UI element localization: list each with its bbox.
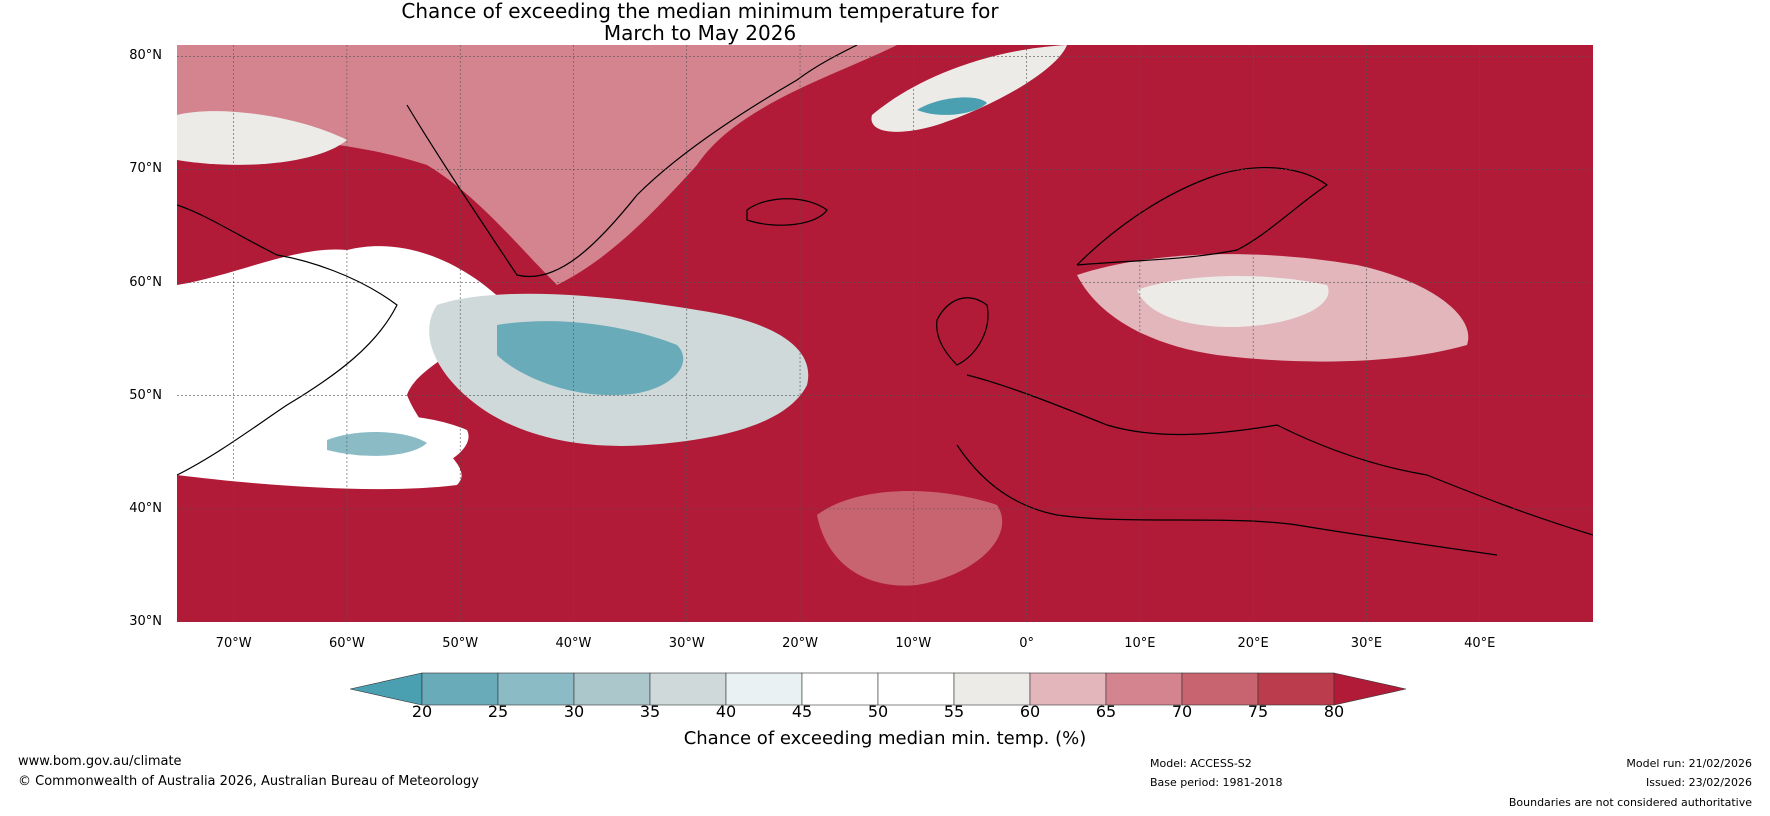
map-canvas <box>177 45 1593 622</box>
footer-copyright: © Commonwealth of Australia 2026, Austra… <box>18 774 479 789</box>
colorbar-segment <box>1257 672 1335 706</box>
colorbar-segment <box>497 672 575 706</box>
region-baltic-core <box>1137 275 1329 328</box>
longitude-label: 40°E <box>1464 636 1496 651</box>
latitude-label: 60°N <box>129 274 162 290</box>
latitude-label: 50°N <box>129 387 162 403</box>
colorbar-segment <box>649 672 727 706</box>
longitude-label: 10°W <box>895 636 932 651</box>
region-greenland-interior <box>177 45 897 285</box>
colorbar-segment <box>1105 672 1183 706</box>
colorbar-segment <box>725 672 803 706</box>
footer-base-period: Base period: 1981-2018 <box>1150 776 1283 789</box>
colorbar-tick-label: 70 <box>1171 702 1193 721</box>
colorbar-min-extension <box>350 672 423 706</box>
footer-model-run: Model run: 21/02/2026 <box>1626 757 1752 770</box>
colorbar <box>350 672 1407 706</box>
colorbar-label: Chance of exceeding median min. temp. (%… <box>683 728 1087 749</box>
colorbar-segment <box>801 672 879 706</box>
coastlines <box>177 45 1593 556</box>
footer-model: Model: ACCESS-S2 <box>1150 757 1252 770</box>
region-newfoundland-south-core <box>327 432 427 456</box>
title-line-1: Chance of exceeding the median minimum t… <box>401 0 999 23</box>
colorbar-tick-label: 55 <box>943 702 965 721</box>
region-north-africa-patch <box>817 491 1003 586</box>
latitude-label: 30°N <box>129 614 162 629</box>
colorbar-segment <box>1181 672 1259 706</box>
colorbar-segment <box>953 672 1031 706</box>
longitude-label: 30°E <box>1350 636 1383 651</box>
colorbar-tick-label: 35 <box>639 702 661 721</box>
britain-coastline <box>936 297 989 366</box>
longitude-label: 10°E <box>1124 636 1156 651</box>
scandinavia-coastline <box>1076 166 1329 266</box>
colorbar-tick-label: 40 <box>715 702 737 721</box>
longitude-label: 60°W <box>328 636 365 651</box>
footer-website: www.bom.gov.au/climate <box>18 754 182 769</box>
gridlines <box>177 45 1593 622</box>
longitude-label: 20°W <box>782 636 818 651</box>
north-america-coastline <box>177 204 398 476</box>
colorbar-segment <box>573 672 651 706</box>
colorbar-tick-label: 50 <box>867 702 889 721</box>
colorbar-tick-label: 45 <box>791 702 813 721</box>
longitude-label: 40°W <box>555 636 592 651</box>
latitude-label: 40°N <box>129 500 162 516</box>
region-svalbard-sea-core <box>917 97 987 115</box>
colorbar-segment <box>1029 672 1107 706</box>
footer-disclaimer: Boundaries are not considered authoritat… <box>1508 796 1752 809</box>
colorbar-tick-label: 65 <box>1095 702 1117 721</box>
longitude-label: 20°E <box>1237 636 1269 651</box>
colorbar-tick-label: 25 <box>487 702 509 721</box>
colorbar-segment <box>877 672 955 706</box>
europe-africa-coastline <box>956 374 1593 556</box>
map-panel <box>177 45 1593 622</box>
region-canadian-arctic-west <box>177 111 347 165</box>
colorbar-tick-label: 30 <box>563 702 585 721</box>
iceland-coastline <box>746 198 828 226</box>
colorbar-segment <box>421 672 499 706</box>
footer-issued: Issued: 23/02/2026 <box>1645 776 1752 789</box>
longitude-label: 0° <box>1019 636 1034 651</box>
colorbar-tick-label: 80 <box>1323 702 1345 721</box>
greenland-coastline <box>406 45 858 278</box>
latitude-label: 70°N <box>129 161 162 177</box>
colorbar-tick-label: 75 <box>1247 702 1269 721</box>
latitude-label: 80°N <box>129 48 162 64</box>
longitude-label: 70°W <box>215 636 252 651</box>
longitude-label: 50°W <box>442 636 479 651</box>
colorbar-tick-label: 20 <box>411 702 433 721</box>
region-north-atlantic-core <box>497 321 684 396</box>
title-line-2: March to May 2026 <box>603 21 797 45</box>
longitude-label: 30°W <box>668 636 705 651</box>
colorbar-tick-label: 60 <box>1019 702 1041 721</box>
map-title: Chance of exceeding the median minimum t… <box>0 0 1400 44</box>
colorbar-max-extension <box>1333 672 1407 706</box>
